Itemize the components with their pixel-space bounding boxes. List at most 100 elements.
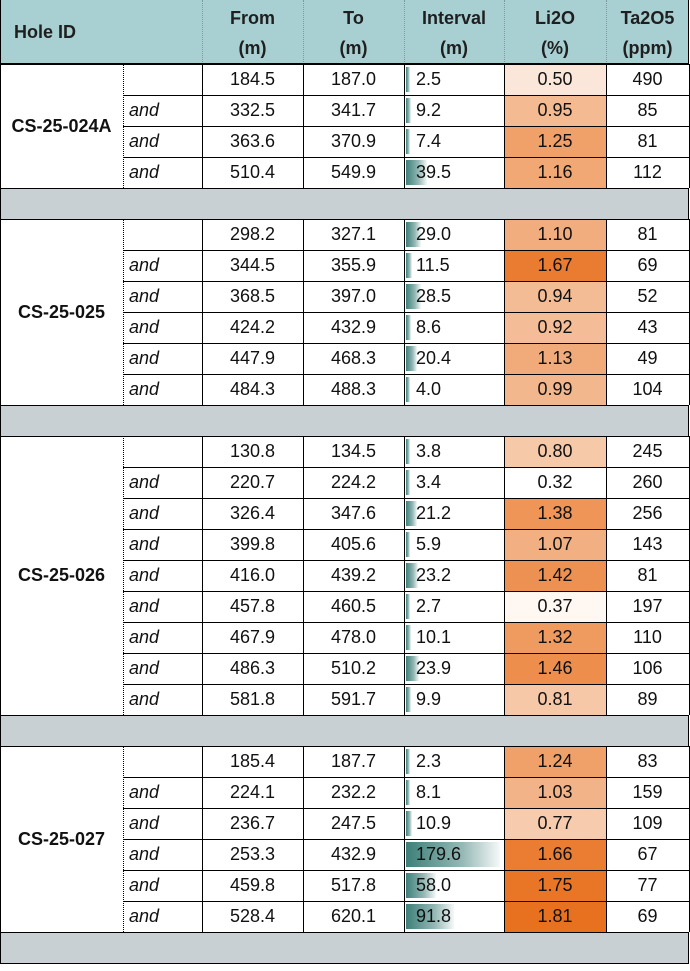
from-value: 510.4 — [229, 162, 276, 182]
header-divider — [606, 0, 607, 64]
to-value: 460.5 — [330, 596, 377, 616]
interval-cell: 9.2 — [404, 95, 504, 126]
column-divider — [404, 219, 405, 405]
interval-cell: 3.8 — [404, 436, 504, 467]
spacer-left-border — [0, 932, 1, 963]
ta2o5-value: 67 — [637, 844, 658, 864]
ta2o5-value: 81 — [637, 224, 658, 244]
row-divider — [123, 560, 689, 561]
interval-cell: 8.1 — [404, 777, 504, 808]
and-label: and — [129, 379, 160, 399]
column-divider — [404, 436, 405, 715]
from-value: 332.5 — [229, 100, 276, 120]
from-value: 484.3 — [229, 379, 276, 399]
to-value: 370.9 — [330, 131, 377, 151]
from-value: 130.8 — [229, 441, 276, 461]
and-label: and — [129, 565, 160, 585]
and-label: and — [129, 317, 160, 337]
interval-cell: 2.5 — [404, 64, 504, 95]
li2o-value: 1.03 — [537, 782, 573, 802]
row-divider — [123, 622, 689, 623]
to-cell: 591.7 — [303, 684, 404, 715]
and-label: and — [129, 534, 160, 554]
interval-data-bar — [406, 346, 417, 371]
to-cell: 370.9 — [303, 126, 404, 157]
interval-data-bar — [406, 129, 410, 154]
from-cell: 184.5 — [202, 64, 303, 95]
to-cell: 187.7 — [303, 746, 404, 777]
and-label-cell: and — [123, 777, 202, 808]
and-label: and — [129, 503, 160, 523]
from-cell: 224.1 — [202, 777, 303, 808]
hole-id: CS-25-024A — [11, 115, 112, 136]
from-value: 236.7 — [229, 813, 276, 833]
interval-cell: 23.2 — [404, 560, 504, 591]
interval-cell: 2.7 — [404, 591, 504, 622]
to-cell: 397.0 — [303, 281, 404, 312]
interval-value: 29.0 — [416, 224, 452, 244]
from-cell: 447.9 — [202, 343, 303, 374]
header-divider — [404, 0, 405, 64]
column-divider — [0, 746, 1, 932]
ta2o5-cell: 69 — [606, 901, 689, 932]
row-divider — [123, 684, 689, 685]
to-cell: 224.2 — [303, 467, 404, 498]
interval-cell: 23.9 — [404, 653, 504, 684]
block-top-border — [0, 436, 689, 437]
from-value: 253.3 — [229, 844, 276, 864]
ta2o5-cell: 490 — [606, 64, 689, 95]
interval-cell: 21.2 — [404, 498, 504, 529]
and-label-cell: and — [123, 157, 202, 188]
row-divider — [123, 808, 689, 809]
from-value: 363.6 — [229, 131, 276, 151]
and-label: and — [129, 658, 160, 678]
from-cell: 399.8 — [202, 529, 303, 560]
and-label-cell: and — [123, 684, 202, 715]
to-cell: 478.0 — [303, 622, 404, 653]
ta2o5-value: 260 — [632, 472, 663, 492]
ta2o5-value: 159 — [632, 782, 663, 802]
to-value: 591.7 — [330, 689, 377, 709]
from-cell: 332.5 — [202, 95, 303, 126]
column-divider — [202, 436, 203, 715]
from-value: 220.7 — [229, 472, 276, 492]
and-label-cell: and — [123, 498, 202, 529]
row-divider — [123, 312, 689, 313]
interval-value: 10.9 — [416, 813, 452, 833]
block-bottom-border — [0, 188, 689, 189]
li2o-cell: 0.99 — [504, 374, 606, 405]
li2o-value: 1.38 — [537, 503, 573, 523]
and-label: and — [129, 472, 160, 492]
column-divider — [303, 219, 304, 405]
block-bottom-border — [0, 405, 689, 406]
li2o-value: 1.42 — [537, 565, 573, 585]
to-value: 432.9 — [330, 317, 377, 337]
to-value: 510.2 — [330, 658, 377, 678]
from-value: 224.1 — [229, 782, 276, 802]
ta2o5-cell: 159 — [606, 777, 689, 808]
header-ta2o5-unit: (ppm) — [622, 38, 673, 58]
from-cell: 457.8 — [202, 591, 303, 622]
from-cell: 185.4 — [202, 746, 303, 777]
interval-cell: 58.0 — [404, 870, 504, 901]
header-interval-title: Interval — [421, 8, 487, 28]
interval-value: 39.5 — [416, 162, 452, 182]
interval-value: 3.4 — [416, 472, 442, 492]
from-cell: 368.5 — [202, 281, 303, 312]
li2o-cell: 1.24 — [504, 746, 606, 777]
hole-id-cell: CS-25-025 — [0, 219, 123, 405]
from-value: 424.2 — [229, 317, 276, 337]
interval-data-bar — [406, 780, 410, 805]
row-divider — [123, 95, 689, 96]
from-value: 185.4 — [229, 751, 276, 771]
ta2o5-cell: 85 — [606, 95, 689, 126]
ta2o5-value: 89 — [637, 689, 658, 709]
interval-data-bar — [406, 687, 411, 712]
from-cell: 484.3 — [202, 374, 303, 405]
li2o-value: 0.32 — [537, 472, 573, 492]
interval-cell: 11.5 — [404, 250, 504, 281]
to-cell: 432.9 — [303, 312, 404, 343]
interval-data-bar — [406, 532, 410, 557]
li2o-value: 1.16 — [537, 162, 573, 182]
